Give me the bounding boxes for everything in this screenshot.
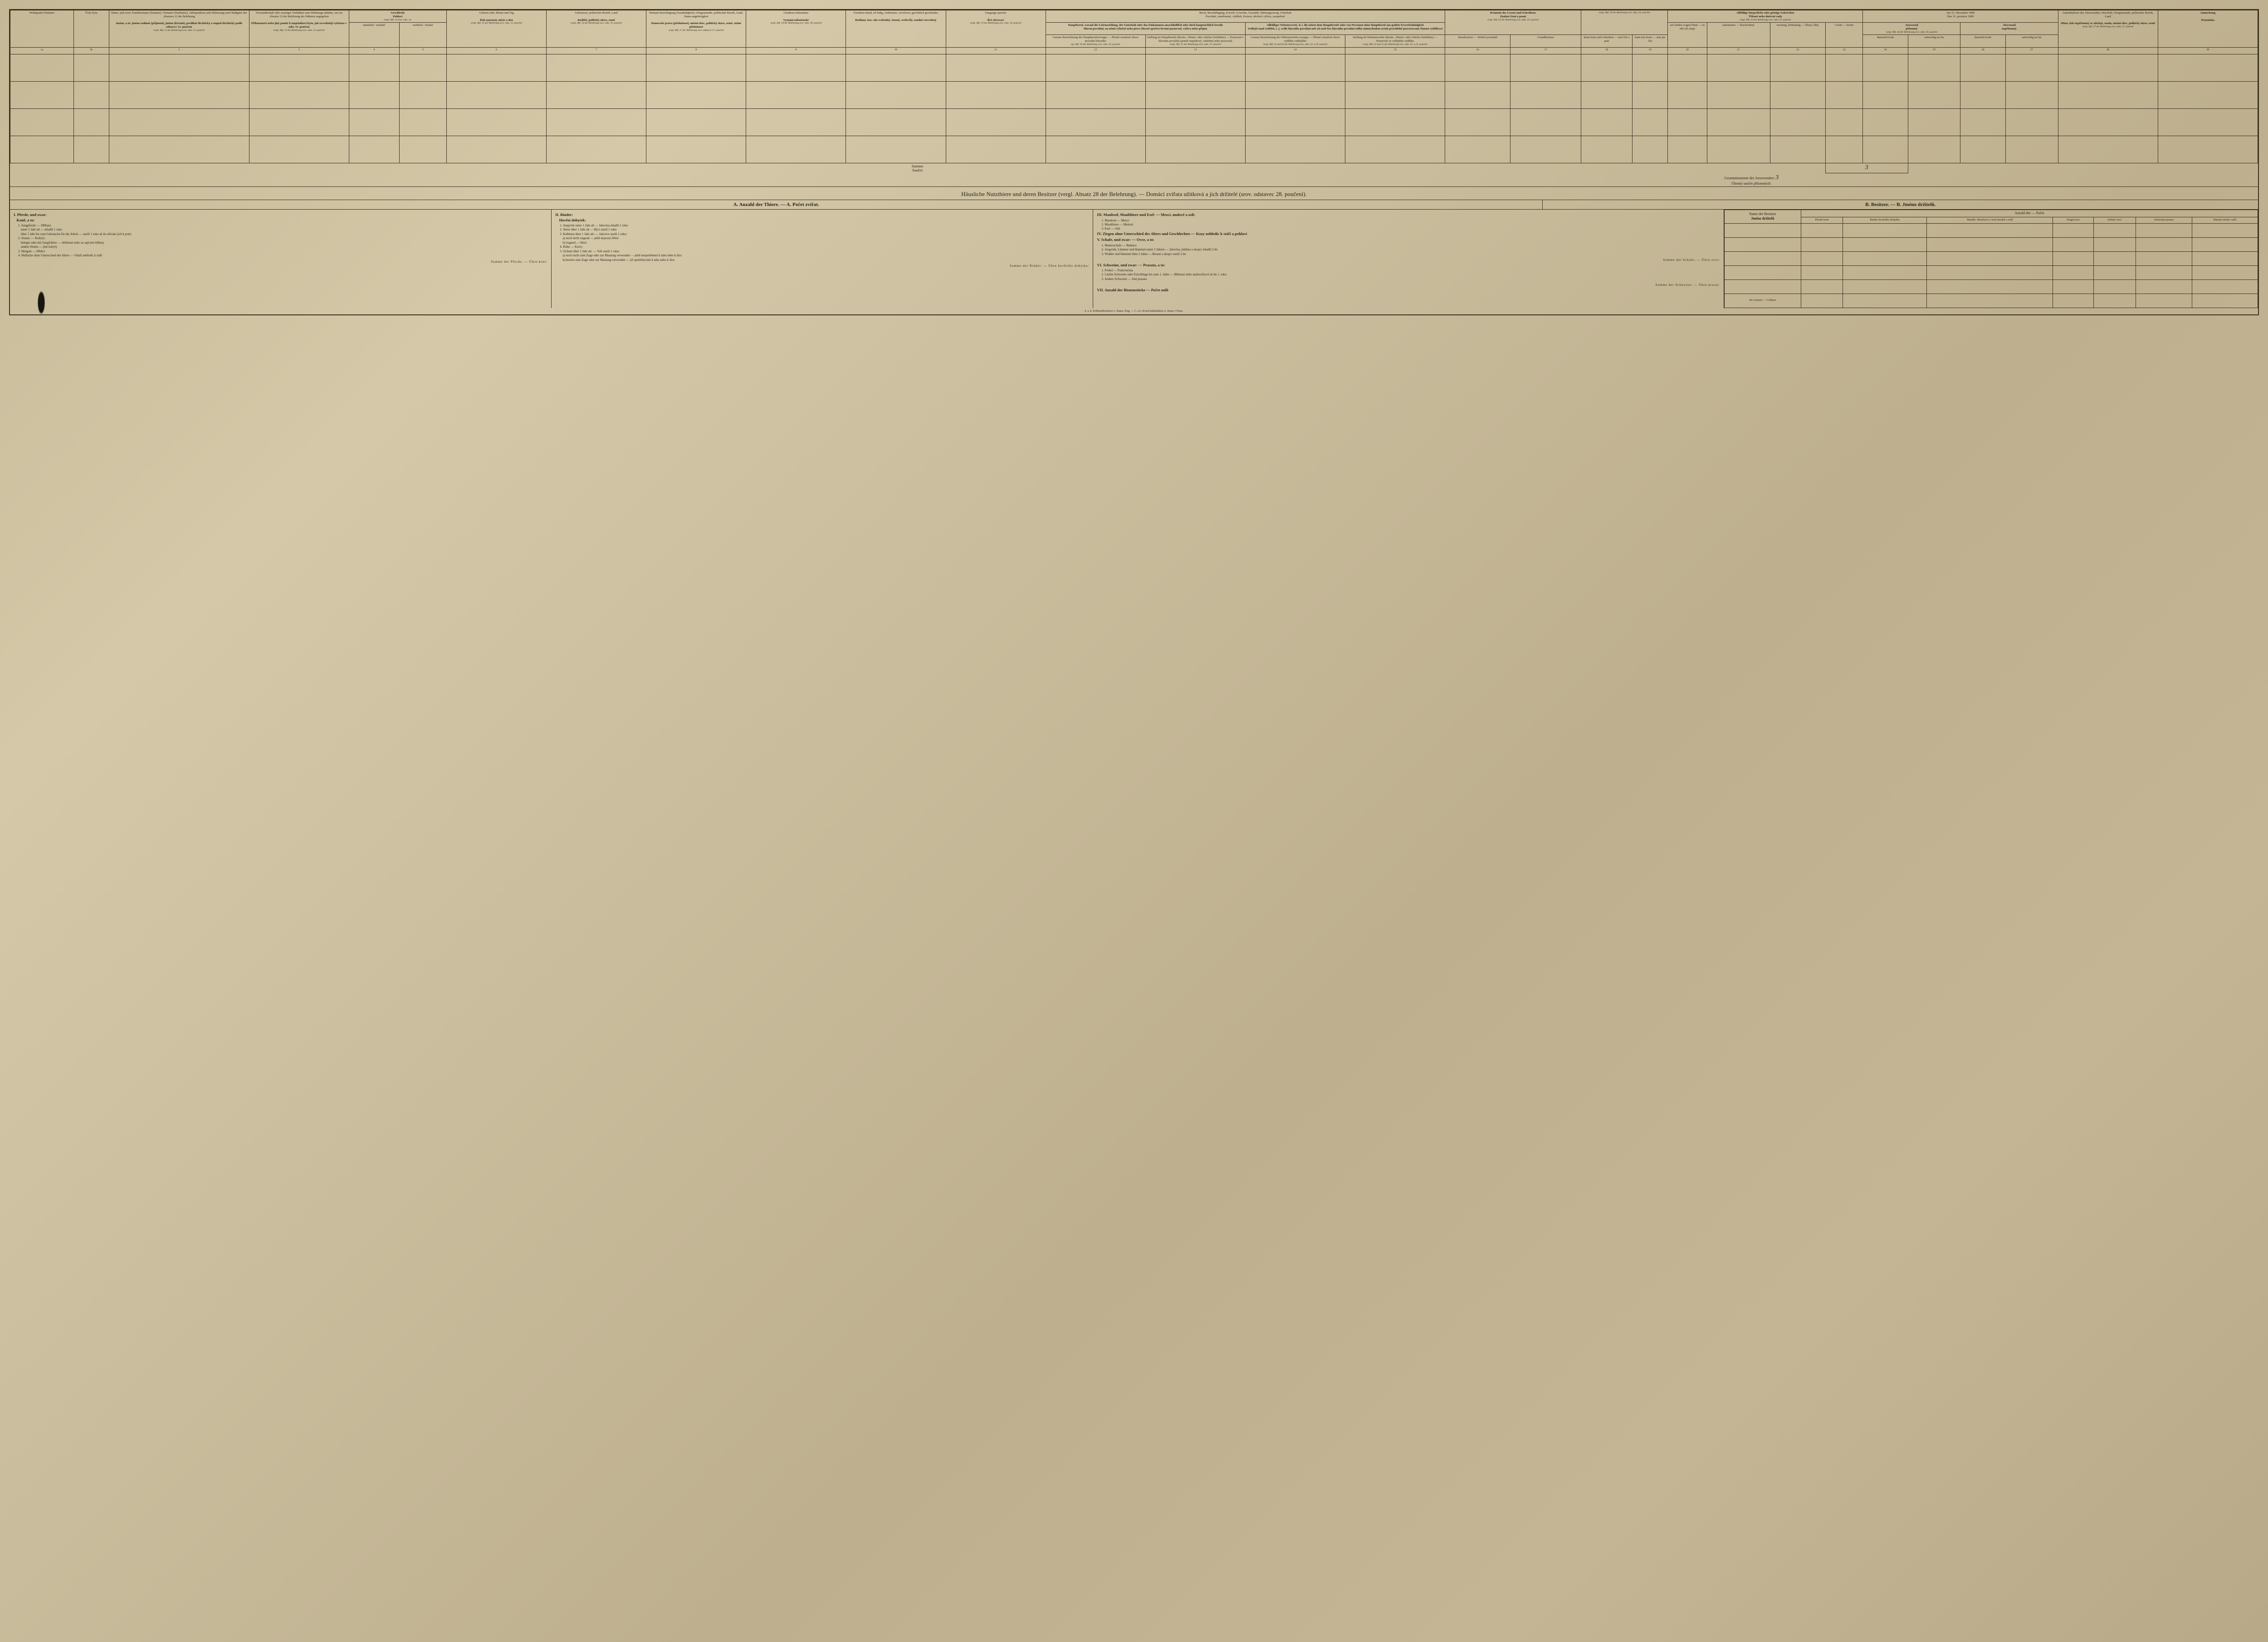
c18: kann lesen und schreiben — umí číst a ps… — [1581, 35, 1632, 47]
owners-column: Name der Besitzer Jméno držitelů Anzahl … — [1724, 210, 2258, 308]
table-row — [1724, 223, 2258, 237]
ink-blot — [35, 290, 48, 322]
table-row — [1724, 279, 2258, 294]
c22: irrsinnig, blödsinnig — šílený, blbý — [1770, 23, 1825, 47]
table-row — [1724, 251, 2258, 265]
col-anwesend-head: Anwesendpřítomný vergl. Abf. 26 der Bele… — [1863, 23, 1960, 35]
owners-col-5: Schweine prasat — [2136, 217, 2192, 223]
col-sex-head: GeschlechtPohlaví vergl. Abf. 14 srov. o… — [349, 10, 446, 23]
col-gebrechen-head: Allfällige körperliche oder geistige Geb… — [1668, 10, 1863, 23]
col-hauptberuf-head: Hauptberuf, worauf die Lebensstellung, d… — [1046, 23, 1245, 35]
c14: Genaue Bezeichnung des Nebenerwerbs-zwei… — [1245, 35, 1345, 47]
section-a-label: A. Anzahl der Thiere. — A. Počet zvířat. — [10, 200, 1543, 209]
col-readwrite-head: vergl. Abf. 24 der Belehrung srov. odst.… — [1581, 10, 1667, 35]
table-row — [10, 81, 2258, 108]
col-family-head: Familien-Stand, ob ledig, verheiratet, v… — [846, 10, 946, 48]
col-nebenerwerb-head: Allfälliger Nebenerwerb, d. i. die neben… — [1245, 23, 1445, 35]
summe-value: 3 — [1865, 164, 1868, 171]
table-row — [10, 136, 2258, 163]
census-header-table: Wohnpartei-Nummer Číslo bytu Name, und z… — [10, 10, 2258, 186]
owners-table: Name der Besitzer Jméno držitelů Anzahl … — [1724, 210, 2258, 308]
col-anmerkung-head: Anmerkung Poznámka — [2158, 10, 2258, 48]
livestock-col-3: III. Maulesel, Maulthiere und Esel: — Me… — [1093, 210, 1724, 308]
col-1a-head: Wohnpartei-Nummer — [10, 10, 74, 48]
col-beruf-group: Beruf, Beschäftigung, Erwerb, Gewerbe, G… — [1046, 10, 1445, 23]
col-1b-head: Číslo bytu — [73, 10, 109, 48]
col-name-head: Name, und zwar: Familienname (Zuname), V… — [109, 10, 249, 48]
census-sheet: Wohnpartei-Nummer Číslo bytu Name, und z… — [9, 9, 2259, 315]
col-female-head: weiblich / ženské — [399, 23, 446, 47]
col-literacy-head: Kenntnis des Lesens und SchreibensZnalos… — [1445, 10, 1581, 35]
col-abwesend-head: Abwesendnepřítomný — [1960, 23, 2058, 35]
gesamt-row: Gesammtsumme der Anwesenden: 3 Úhrnný so… — [10, 173, 2258, 187]
livestock-col-2: II. Rinder: Hovězí dobytek: 1. Jungvieh … — [552, 210, 1093, 308]
c27: zeitweilig na čas — [2005, 35, 2058, 47]
col-date-head: Am 31. December 1890Dne 31. prosince 189… — [1863, 10, 2058, 23]
summe-row: Summe: Součet: 3 — [10, 163, 2258, 173]
c19: kann nur lesen — umí jen číst — [1633, 35, 1668, 47]
c12: Genaue Bezeichnung des Hauptberufszweige… — [1046, 35, 1145, 47]
col-birth-head: Geburts-Jahr, Monat und Tag Rok narození… — [446, 10, 546, 48]
livestock-body: I. Pferde, und zwar: Koně, a to: 1. Jung… — [10, 210, 2258, 308]
livestock-col-1: I. Pferde, und zwar: Koně, a to: 1. Jung… — [10, 210, 552, 308]
col-language-head: Umgangs-sprache Řeč obcovací vergl. Abf.… — [946, 10, 1046, 48]
c15: Stellung im Nebenerwerbe (Besitz-, Diens… — [1345, 35, 1445, 47]
col-male-head: männlich / mužské — [349, 23, 399, 47]
c20: auf beiden Augen blind — na obě oči slep… — [1668, 23, 1707, 47]
owners-col-1: Rinder hovězího dobytka — [1843, 217, 1927, 223]
col-birthplace-head: Geburtsort, politischer Bezirk, Land Rod… — [547, 10, 646, 48]
livestock-subsection-bar: A. Anzahl der Thiere. — A. Počet zvířat.… — [10, 200, 2258, 210]
section-b-label: B. Besitzer. — B. Jméno držitelů. — [1543, 200, 2258, 209]
c25: zeitweilig na čas — [1908, 35, 1960, 47]
livestock-title: Häusliche Nutzthiere und deren Besitzer … — [10, 186, 2258, 200]
column-number-row: 1a1b23 4567 891011 12131415 16171819 202… — [10, 47, 2258, 54]
owners-col-3: Ziegen koz — [2053, 217, 2093, 223]
c16: Hausbesitzer — Držitel pozemků — [1445, 35, 1510, 47]
c21: taubstumm — hluchoněmý — [1707, 23, 1770, 47]
table-row — [1724, 237, 2258, 251]
owners-col-0: Pferde koní — [1801, 217, 1843, 223]
printer-footer: k. u. k. Hofbuchdruckerei A. Haase, Prag… — [10, 308, 2258, 314]
c26: dauernd trvale — [1960, 35, 2005, 47]
owners-count-head: Anzahl der — Počet — [1801, 210, 2258, 217]
table-row — [10, 108, 2258, 136]
owners-col-6: Bienen-stöcke oulů — [2192, 217, 2258, 223]
col-relation-head: Verwandtschaft oder sonstiges Verhältnis… — [249, 10, 349, 48]
table-row — [1724, 265, 2258, 279]
owners-total-row: Im Ganzen — Celkem — [1724, 294, 2258, 308]
table-row — [10, 54, 2258, 81]
owners-col-4: Schafe ovcí — [2093, 217, 2136, 223]
col-heimat-head: Heimats-berechtigung (Zuständigkeit), Or… — [646, 10, 746, 48]
c13: Stellung im Hauptberufe (Besitz-, Dienst… — [1145, 35, 1245, 47]
col-aufenthalt-head: Aufenthaltsort des Abwesenden, Ortschaft… — [2058, 10, 2158, 48]
owners-col-2: Maulth. Maulesel u. Esel mezků a oslů — [1927, 217, 2053, 223]
c23: Cretin — kretin — [1825, 23, 1863, 47]
c24: dauernd trvale — [1863, 35, 1908, 47]
owners-name-head: Name der Besitzer Jméno držitelů — [1724, 210, 1801, 224]
c17: Grundbesitzer — [1510, 35, 1581, 47]
col-religion-head: Glaubens-bekenntnis Vyznání náboženské v… — [746, 10, 846, 48]
